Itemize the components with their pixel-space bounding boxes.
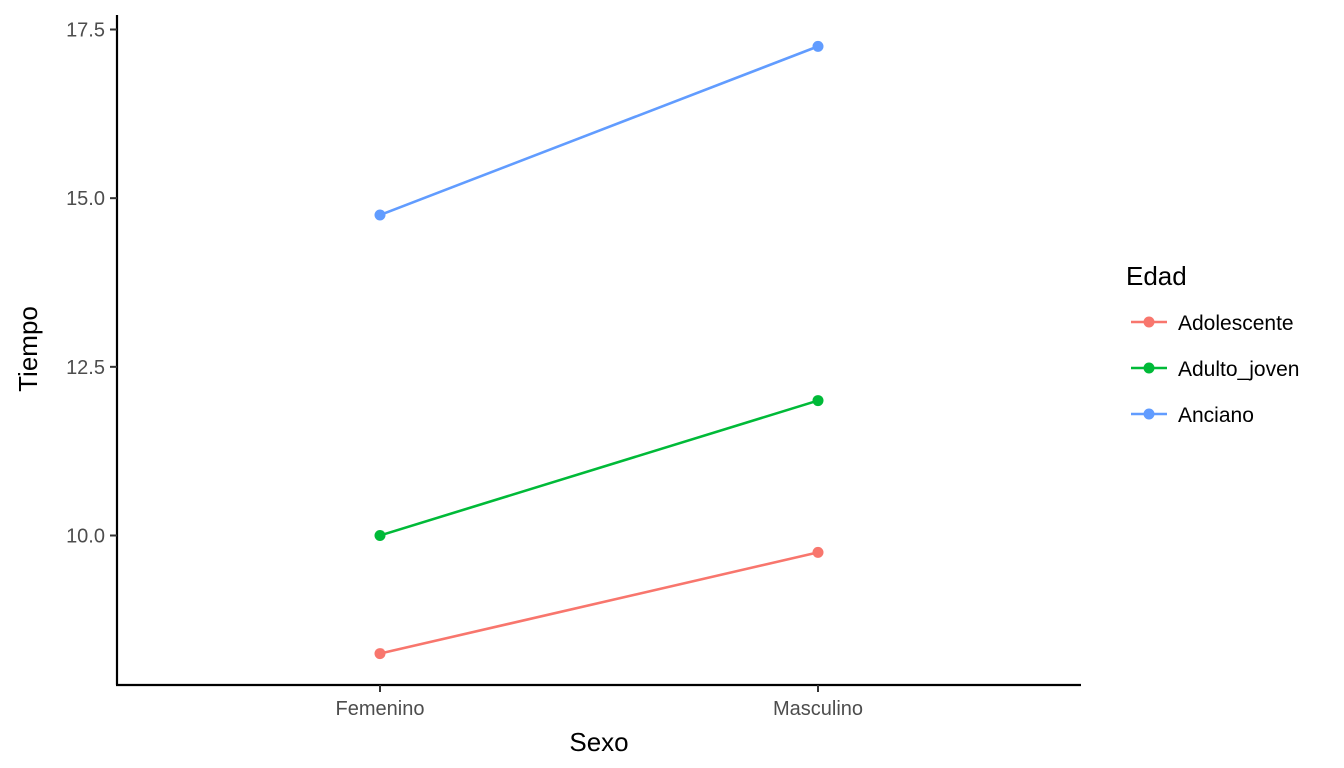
legend-label: Anciano [1178, 404, 1254, 427]
y-axis-ticks: 10.0 12.5 15.0 17.5 [66, 20, 117, 548]
series-line-anciano [379, 45, 819, 217]
y-tick-label: 12.5 [66, 357, 105, 379]
x-axis-ticks: Femenino Masculino [336, 685, 863, 720]
legend-key-point [1143, 316, 1155, 328]
legend-label: Adulto_joven [1178, 358, 1299, 381]
x-tick-label: Masculino [773, 698, 863, 720]
legend-key-point [1143, 362, 1155, 374]
x-tick-label: Femenino [336, 698, 425, 720]
legend-label: Adolescente [1178, 312, 1294, 335]
y-axis-title: Tiempo [13, 306, 43, 392]
y-tick-label: 17.5 [66, 20, 105, 42]
data-point-adolescente [812, 546, 824, 558]
data-point-adolescente [374, 648, 386, 660]
x-axis-title: Sexo [569, 727, 628, 757]
data-point-adulto-joven [812, 395, 824, 407]
axes [115, 15, 1081, 687]
series-line-adulto-joven [379, 399, 819, 537]
series-line-adolescente [379, 551, 819, 655]
legend-key-point [1143, 408, 1155, 420]
plot-area [374, 40, 824, 660]
data-point-anciano [812, 40, 824, 52]
y-tick-label: 15.0 [66, 188, 105, 210]
data-point-anciano [374, 209, 386, 221]
legend-title: Edad [1126, 261, 1187, 291]
y-tick-label: 10.0 [66, 526, 105, 548]
data-point-adulto-joven [374, 530, 386, 541]
legend: Edad Adolescente Adulto_joven Anciano [1126, 261, 1299, 427]
